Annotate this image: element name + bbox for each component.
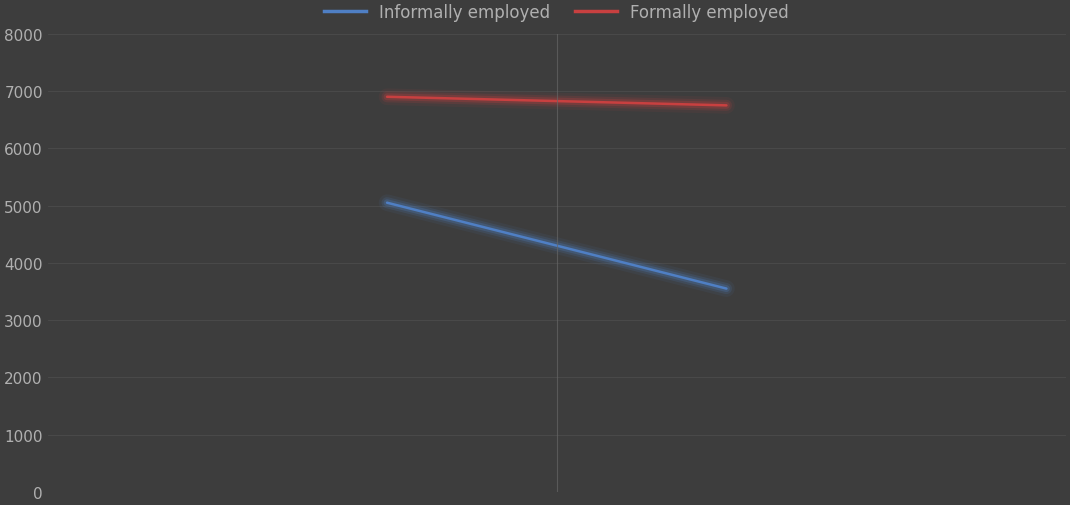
- Legend: Informally employed, Formally employed: Informally employed, Formally employed: [318, 0, 796, 29]
